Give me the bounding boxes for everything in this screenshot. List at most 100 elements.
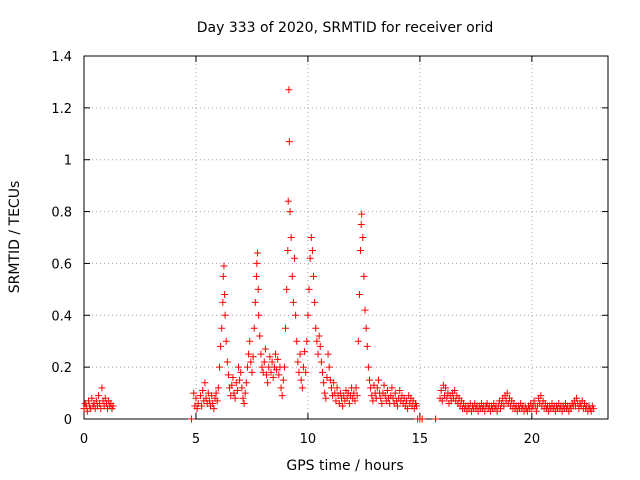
- data-point: [284, 197, 292, 205]
- x-tick-label: 10: [300, 432, 317, 447]
- data-point: [322, 394, 330, 402]
- data-point: [530, 397, 538, 405]
- data-point: [503, 389, 511, 397]
- data-point: [361, 306, 369, 314]
- data-point: [221, 311, 229, 319]
- data-point: [215, 363, 223, 371]
- data-point: [383, 386, 391, 394]
- data-point: [442, 384, 450, 392]
- x-axis-label: GPS time / hours: [286, 458, 403, 474]
- data-point: [109, 402, 117, 410]
- data-point: [345, 399, 353, 407]
- data-point: [308, 246, 316, 254]
- data-point: [438, 397, 446, 405]
- data-point: [236, 376, 244, 384]
- data-point: [271, 350, 279, 358]
- chart-title: Day 333 of 2020, SRMTID for receiver ori…: [197, 20, 494, 36]
- data-point: [394, 402, 402, 410]
- data-point: [266, 353, 274, 361]
- data-point: [339, 402, 347, 410]
- data-point: [219, 272, 227, 280]
- data-point: [187, 415, 195, 423]
- data-point: [240, 399, 248, 407]
- data-point: [378, 399, 386, 407]
- data-point: [217, 342, 225, 350]
- data-point: [247, 358, 255, 366]
- data-point: [377, 394, 385, 402]
- data-point: [268, 358, 276, 366]
- data-point: [255, 311, 263, 319]
- data-point: [318, 368, 326, 376]
- data-point: [98, 384, 106, 392]
- data-point: [254, 249, 262, 257]
- data-point: [287, 234, 295, 241]
- data-point: [413, 402, 421, 410]
- data-point: [404, 405, 412, 413]
- data-point: [257, 350, 265, 358]
- data-point: [290, 254, 298, 262]
- data-point: [193, 405, 201, 413]
- data-point: [357, 246, 365, 254]
- data-point: [214, 384, 222, 392]
- data-point: [303, 337, 311, 345]
- x-tick-label: 0: [80, 432, 88, 447]
- data-point: [213, 397, 221, 405]
- data-point: [251, 298, 259, 306]
- data-point: [354, 337, 362, 345]
- data-point: [314, 350, 322, 358]
- y-tick-label: 0.4: [51, 309, 72, 324]
- data-point: [302, 368, 310, 376]
- data-point: [391, 389, 399, 397]
- data-point: [245, 350, 253, 358]
- data-point: [282, 324, 290, 332]
- data-point: [301, 348, 309, 356]
- data-point: [315, 332, 323, 340]
- data-point: [229, 374, 237, 382]
- data-point: [364, 363, 372, 371]
- data-point: [285, 86, 293, 94]
- data-point: [88, 394, 96, 402]
- y-tick-label: 1.2: [51, 102, 72, 117]
- y-tick-label: 0.2: [51, 361, 72, 376]
- data-point: [312, 324, 320, 332]
- data-point: [256, 332, 264, 340]
- data-point: [242, 379, 250, 387]
- data-point: [363, 342, 371, 350]
- data-point: [500, 402, 508, 410]
- y-axis-label: SRMTID / TECUs: [7, 181, 23, 294]
- data-point: [360, 272, 368, 280]
- data-point: [238, 384, 246, 392]
- data-point: [358, 210, 366, 218]
- data-point: [589, 405, 597, 413]
- data-point: [210, 405, 218, 413]
- data-point: [218, 324, 226, 332]
- data-point: [199, 386, 207, 394]
- data-point: [293, 337, 301, 345]
- data-point: [258, 363, 266, 371]
- data-point: [233, 386, 241, 394]
- data-point: [357, 221, 365, 229]
- data-point: [396, 386, 404, 394]
- data-point: [224, 371, 232, 379]
- data-point: [355, 291, 363, 299]
- data-point: [252, 272, 260, 280]
- data-point: [241, 389, 249, 397]
- data-point: [253, 259, 261, 267]
- data-point: [260, 358, 268, 366]
- data-point: [573, 394, 581, 402]
- data-point: [248, 368, 256, 376]
- data-point: [223, 358, 231, 366]
- data-point: [311, 298, 319, 306]
- x-tick-label: 15: [412, 432, 429, 447]
- y-tick-label: 0.8: [51, 206, 72, 221]
- data-point: [351, 397, 359, 405]
- axis-ticks: 0 0.2 0.4 0.6 0.8 1 1.2 1.4 0 5 10 15 20: [51, 50, 608, 447]
- data-point: [359, 234, 367, 241]
- data-point: [284, 246, 292, 254]
- data-point: [324, 350, 332, 358]
- data-point: [192, 394, 200, 402]
- data-point: [373, 384, 381, 392]
- data-point: [264, 379, 272, 387]
- data-point: [261, 345, 269, 353]
